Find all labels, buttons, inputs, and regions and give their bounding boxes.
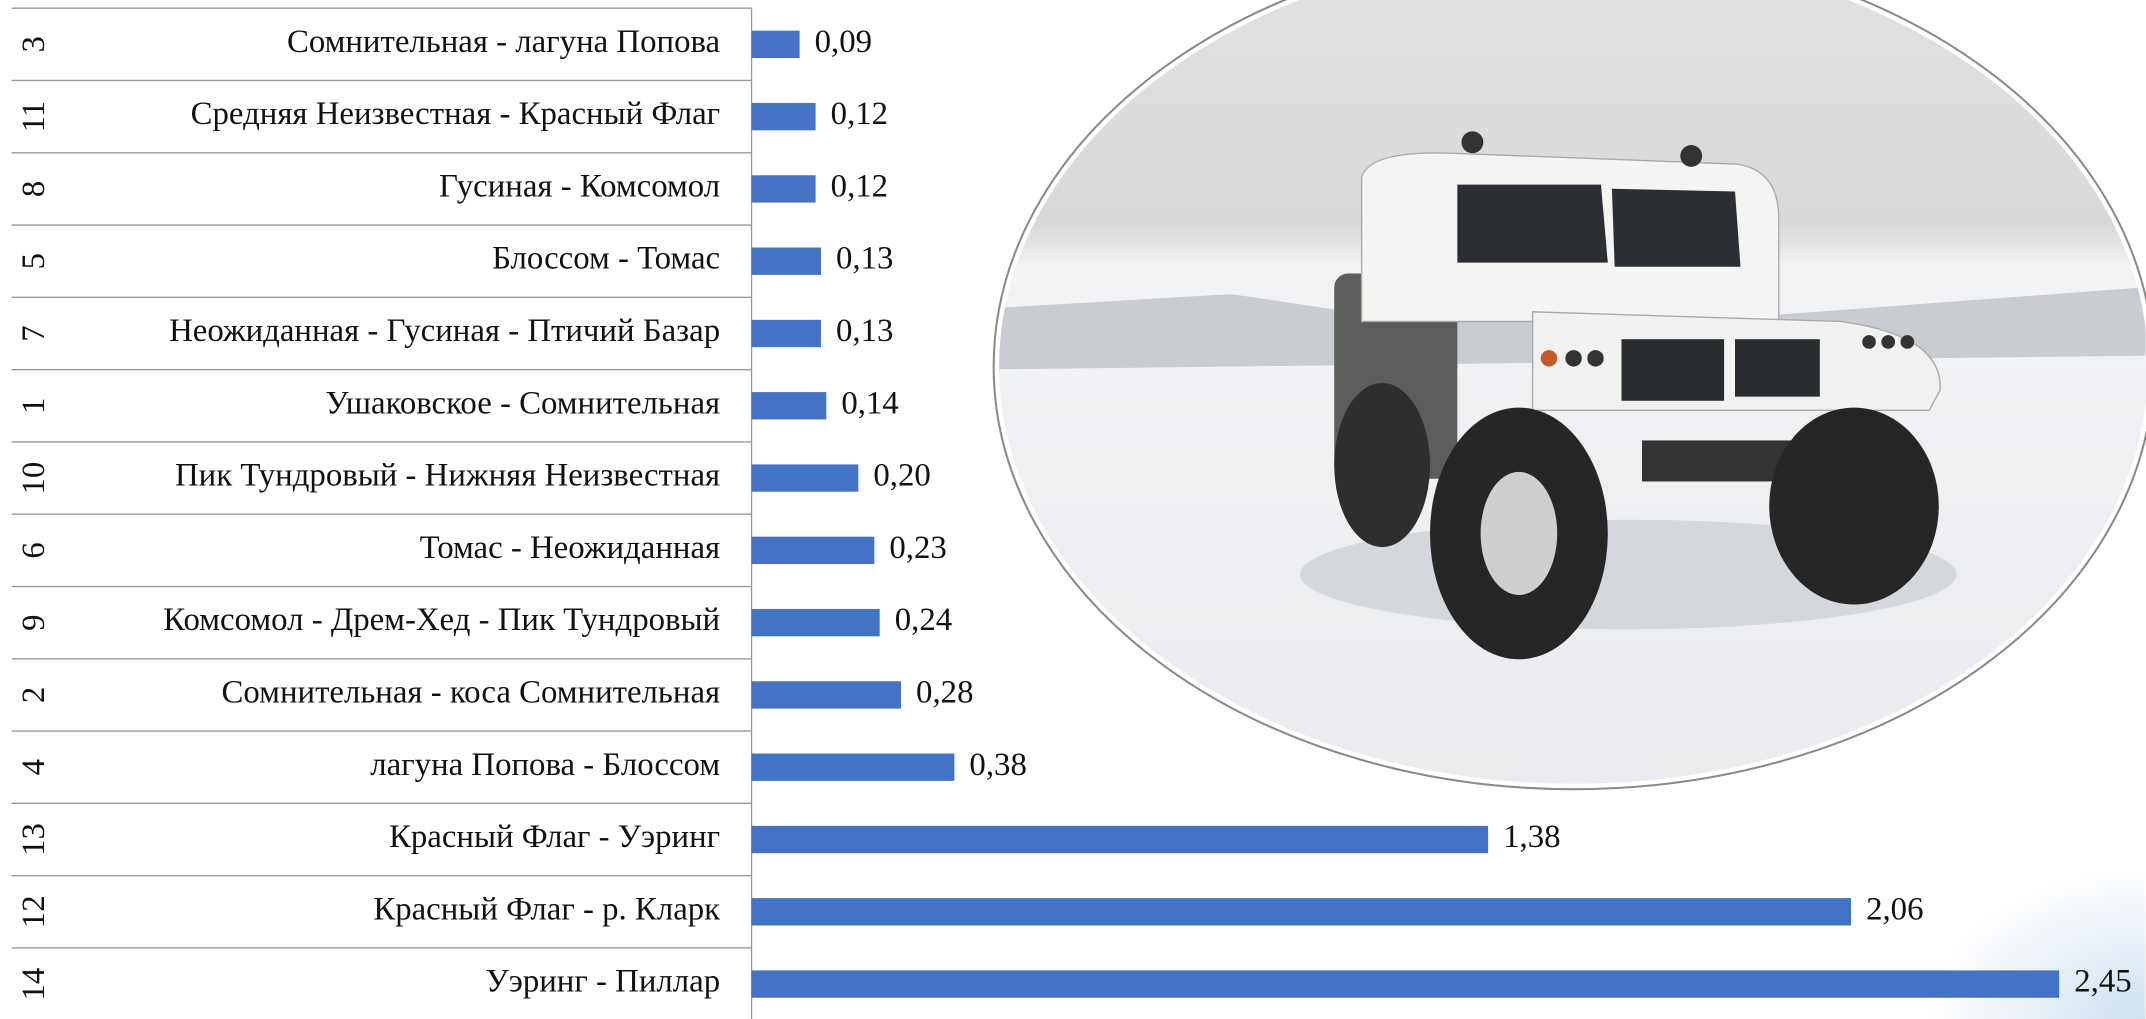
category-number: 11 [16, 101, 52, 133]
bar [751, 681, 902, 709]
category-number: 12 [16, 895, 52, 928]
category-number: 14 [16, 968, 52, 1001]
category-number: 5 [16, 253, 52, 269]
value-label: 1,38 [1503, 819, 1560, 855]
value-label: 0,28 [916, 674, 973, 710]
bar [751, 30, 800, 59]
category-number: 7 [16, 325, 52, 341]
category-label: Неожиданная - Гусиная - Птичий Базар [169, 313, 720, 349]
category-label: Уэринг - Пиллар [486, 964, 721, 1000]
bar [751, 608, 880, 637]
category-label: Красный Флаг - р. Кларк [373, 891, 720, 927]
value-label: 0,13 [836, 313, 893, 349]
value-label: 0,24 [895, 602, 952, 638]
bar [751, 392, 827, 420]
value-label: 2,45 [2074, 964, 2131, 1000]
category-number: 2 [16, 687, 52, 703]
category-number: 10 [16, 462, 52, 495]
bar [751, 753, 955, 781]
category-label: Средняя Неизвестная - Красный Флаг [191, 96, 720, 132]
bar [751, 247, 821, 275]
bar [751, 536, 875, 565]
bar [751, 898, 1852, 926]
bar [751, 825, 1489, 854]
category-label: лагуна Попова - Блоссом [370, 747, 720, 783]
value-label: 0,23 [889, 530, 946, 566]
bar [751, 970, 2060, 998]
value-label: 2,06 [1866, 891, 1923, 927]
value-label: 0,14 [841, 385, 898, 421]
category-number: 13 [16, 823, 52, 856]
value-label: 0,09 [815, 24, 872, 60]
value-label: 0,38 [969, 747, 1026, 783]
category-number: 4 [16, 759, 52, 775]
value-label: 0,12 [831, 168, 888, 204]
category-label: Комсомол - Дрем-Хед - Пик Тундровый [163, 602, 720, 638]
bar [751, 319, 821, 348]
category-label: Блоссом - Томас [492, 241, 720, 277]
category-label: Красный Флаг - Уэринг [389, 819, 720, 855]
category-label: Ушаковское - Сомнительная [325, 385, 720, 421]
value-label: 0,12 [831, 96, 888, 132]
value-label: 0,20 [873, 458, 930, 494]
category-number: 1 [16, 398, 52, 414]
category-number: 6 [16, 542, 52, 558]
category-label: Томас - Неожиданная [420, 530, 720, 566]
category-number: 9 [16, 614, 52, 630]
value-label: 0,13 [836, 241, 893, 277]
bar [751, 175, 816, 203]
bar [751, 102, 816, 131]
category-label: Гусиная - Комсомол [439, 168, 720, 204]
photo [992, 0, 2146, 791]
category-label: Сомнительная - коса Сомнительная [222, 674, 721, 710]
bar [751, 464, 859, 492]
category-label: Пик Тундровый - Нижняя Неизвестная [175, 458, 720, 494]
category-label: Сомнительная - лагуна Попова [287, 24, 721, 60]
category-number: 3 [16, 36, 52, 52]
category-number: 8 [16, 181, 52, 197]
